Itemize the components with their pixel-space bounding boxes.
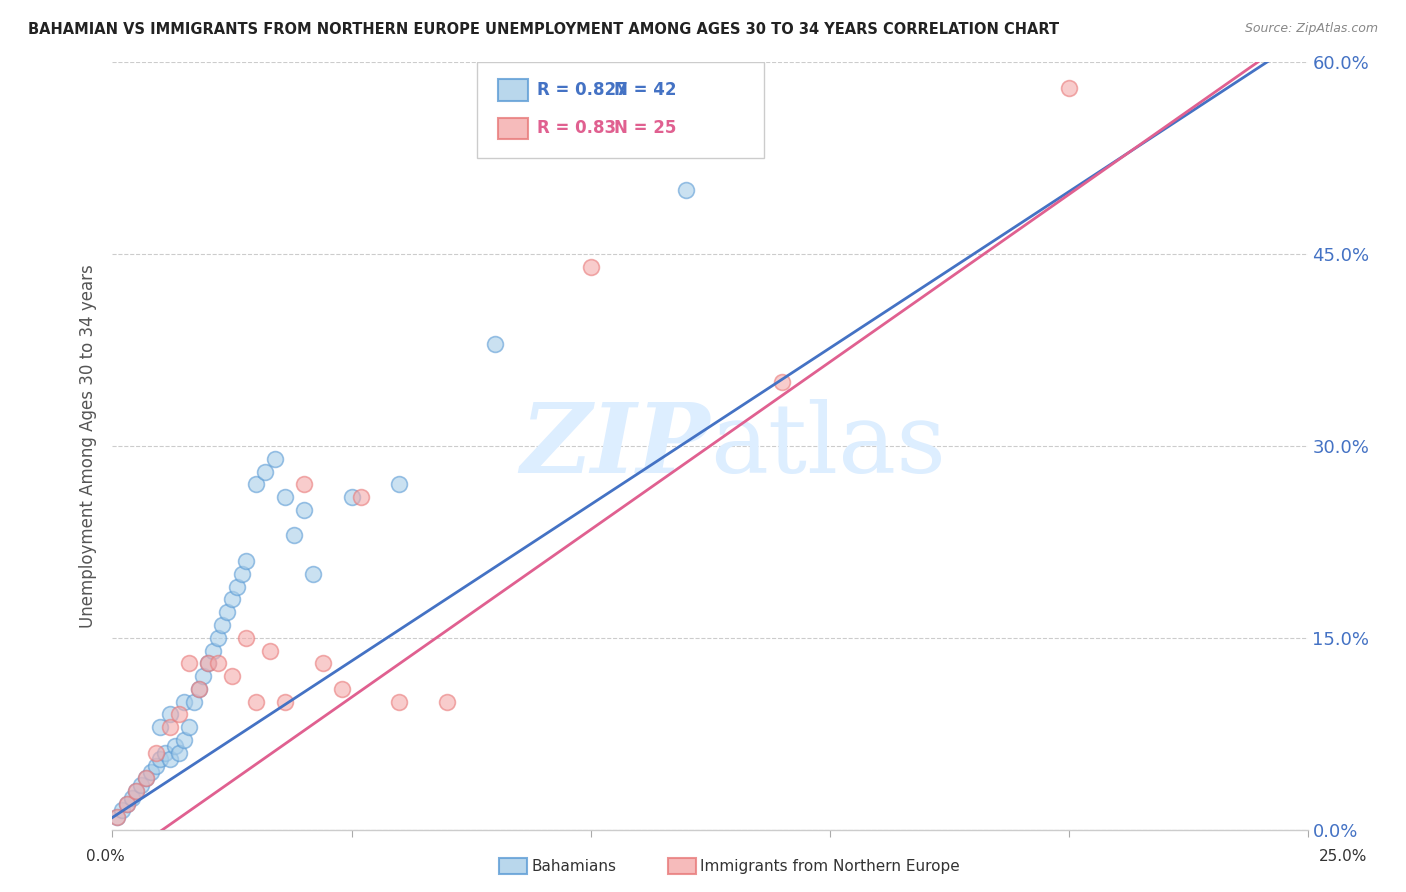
Text: BAHAMIAN VS IMMIGRANTS FROM NORTHERN EUROPE UNEMPLOYMENT AMONG AGES 30 TO 34 YEA: BAHAMIAN VS IMMIGRANTS FROM NORTHERN EUR… — [28, 22, 1059, 37]
Text: N = 25: N = 25 — [614, 120, 676, 137]
Point — [211, 618, 233, 632]
Point — [125, 784, 148, 798]
Point — [484, 336, 506, 351]
Point — [111, 804, 134, 818]
Point — [436, 695, 458, 709]
Point — [350, 490, 373, 504]
Point — [115, 797, 138, 811]
Text: Bahamians: Bahamians — [531, 859, 616, 873]
Point — [283, 528, 305, 542]
Point — [169, 746, 191, 760]
Point — [187, 681, 209, 696]
Point — [105, 810, 128, 824]
Point — [254, 465, 277, 479]
Point — [259, 643, 281, 657]
Point — [159, 707, 181, 722]
Point — [264, 451, 287, 466]
Text: 0.0%: 0.0% — [86, 849, 125, 864]
Point — [201, 643, 224, 657]
Point — [115, 797, 138, 811]
Point — [135, 772, 157, 786]
Point — [221, 669, 243, 683]
Point — [121, 790, 143, 805]
Point — [145, 746, 167, 760]
Point — [105, 810, 128, 824]
Point — [177, 720, 200, 734]
Point — [173, 695, 195, 709]
Point — [163, 739, 186, 754]
Point — [177, 657, 200, 671]
Point — [1057, 81, 1080, 95]
Point — [135, 772, 157, 786]
Y-axis label: Unemployment Among Ages 30 to 34 years: Unemployment Among Ages 30 to 34 years — [79, 264, 97, 628]
Point — [125, 784, 148, 798]
Point — [197, 657, 219, 671]
Point — [217, 605, 239, 619]
Point — [221, 592, 243, 607]
Point — [235, 631, 257, 645]
Point — [173, 733, 195, 747]
Point — [292, 503, 315, 517]
Point — [187, 681, 209, 696]
Text: atlas: atlas — [710, 399, 946, 493]
Point — [153, 746, 176, 760]
Text: Immigrants from Northern Europe: Immigrants from Northern Europe — [700, 859, 960, 873]
Point — [245, 477, 267, 491]
Text: 25.0%: 25.0% — [1319, 849, 1367, 864]
Point — [312, 657, 335, 671]
Text: R = 0.827: R = 0.827 — [537, 81, 627, 99]
Point — [302, 566, 325, 581]
Point — [675, 183, 697, 197]
Point — [183, 695, 205, 709]
Text: R = 0.83: R = 0.83 — [537, 120, 616, 137]
Point — [149, 752, 172, 766]
Point — [770, 375, 793, 389]
Point — [292, 477, 315, 491]
Point — [235, 554, 257, 568]
Point — [139, 765, 162, 780]
Point — [388, 477, 411, 491]
Text: N = 42: N = 42 — [614, 81, 676, 99]
FancyBboxPatch shape — [499, 118, 529, 139]
Point — [579, 260, 602, 274]
Point — [330, 681, 353, 696]
Point — [197, 657, 219, 671]
Point — [273, 490, 295, 504]
Point — [193, 669, 215, 683]
Text: ZIP: ZIP — [520, 399, 710, 493]
Point — [388, 695, 411, 709]
Point — [207, 657, 229, 671]
Point — [149, 720, 172, 734]
Point — [145, 758, 167, 772]
Point — [231, 566, 253, 581]
Point — [245, 695, 267, 709]
Point — [273, 695, 295, 709]
Point — [207, 631, 229, 645]
Point — [225, 580, 247, 594]
FancyBboxPatch shape — [477, 62, 763, 158]
Point — [159, 720, 181, 734]
Point — [169, 707, 191, 722]
Point — [340, 490, 363, 504]
Point — [159, 752, 181, 766]
FancyBboxPatch shape — [499, 79, 529, 101]
Point — [129, 778, 152, 792]
Text: Source: ZipAtlas.com: Source: ZipAtlas.com — [1244, 22, 1378, 36]
